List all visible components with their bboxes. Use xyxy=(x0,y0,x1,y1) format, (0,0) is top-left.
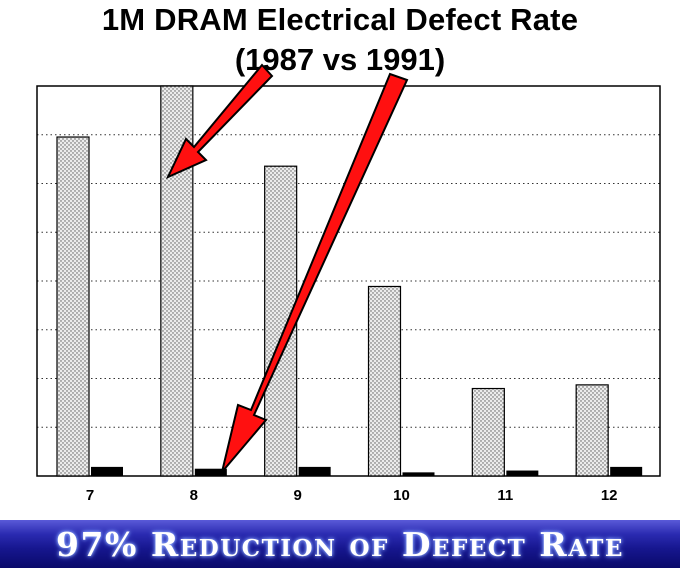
arrow-to-1991-bar xyxy=(221,72,409,473)
bar-1987-10 xyxy=(367,285,402,477)
bar-1991-7 xyxy=(91,466,123,476)
bar-chart: 7 8 9 10 11 12 xyxy=(36,63,661,504)
bar-1987-7 xyxy=(56,136,90,477)
bar-1991-9 xyxy=(298,466,331,476)
bar-1987-12 xyxy=(575,384,609,477)
grid-lines xyxy=(37,134,660,428)
banner-text: 97% Reduction of Defect Rate xyxy=(56,524,624,564)
x-tick-labels: 7 8 9 10 11 12 xyxy=(86,487,618,504)
bar-1991-10 xyxy=(402,472,435,476)
bar-1991-11 xyxy=(506,470,539,476)
x-tick-label: 11 xyxy=(497,487,513,504)
bar-1991-12 xyxy=(610,466,643,476)
conclusion-banner: 97% Reduction of Defect Rate xyxy=(0,520,680,568)
arrow-to-1987-bar xyxy=(165,63,274,180)
x-tick-label: 12 xyxy=(601,487,618,504)
bar-1991-8 xyxy=(194,468,227,476)
x-tick-label: 9 xyxy=(293,487,301,504)
annotation-arrows xyxy=(165,63,409,473)
chart-title-line2: (1987 vs 1991) xyxy=(234,42,446,77)
bar-1987-11 xyxy=(471,387,505,477)
x-tick-label: 8 xyxy=(190,487,198,504)
x-tick-label: 10 xyxy=(393,487,410,504)
plot-frame xyxy=(36,85,661,477)
bars xyxy=(56,85,643,477)
x-tick-label: 7 xyxy=(86,487,94,504)
chart-title-line1: 1M DRAM Electrical Defect Rate xyxy=(101,2,579,37)
